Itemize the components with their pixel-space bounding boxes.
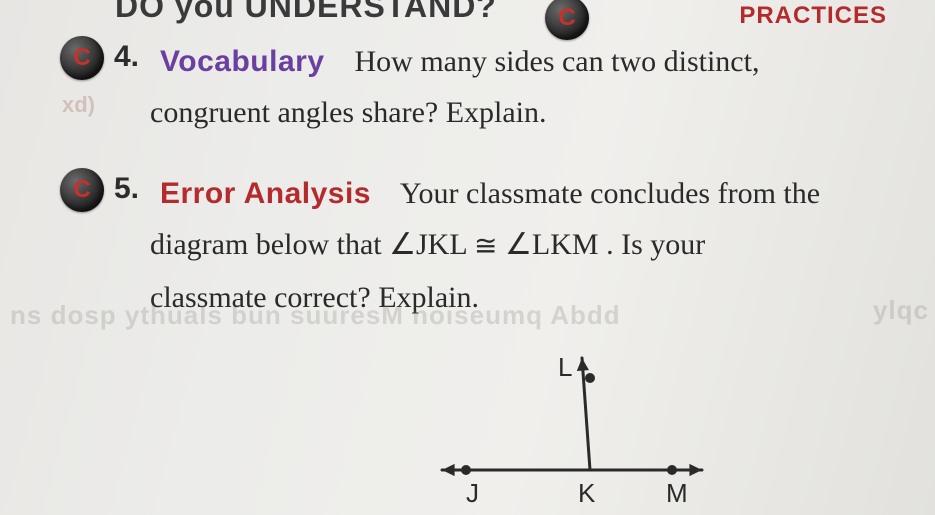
q5-line1: Error Analysis Your classmate concludes …: [160, 172, 820, 216]
congruent-symbol: ≅: [474, 231, 497, 262]
question-4: C 4. Vocabulary How many sides can two d…: [60, 40, 895, 137]
header-row: DO you UNDERSTAND? C PRACTICES: [0, 0, 935, 36]
header-practices: PRACTICES: [739, 2, 887, 30]
q5-angle-lkm: ∠LKM: [505, 228, 599, 261]
label-J: J: [466, 478, 479, 509]
header-badge: C: [545, 0, 589, 40]
q4-line2: congruent angles share? Explain.: [150, 90, 895, 137]
q5-text-2a: diagram below that: [150, 228, 389, 261]
q4-badge-letter: C: [73, 44, 90, 72]
q4-title: Vocabulary: [160, 45, 325, 78]
angle-diagram: L J K M: [430, 350, 710, 510]
q5-text-2b: . Is your: [606, 228, 705, 261]
header-badge-letter: C: [558, 4, 575, 32]
q5-badge-letter: C: [73, 176, 90, 204]
q4-number: 4.: [114, 40, 148, 74]
q4-header-row: C 4. Vocabulary How many sides can two d…: [60, 40, 895, 84]
label-L: L: [558, 352, 572, 383]
header-title: DO you UNDERSTAND?: [115, 0, 497, 25]
q4-line1: Vocabulary How many sides can two distin…: [160, 40, 759, 84]
q5-line3: classmate correct? Explain.: [150, 275, 895, 322]
q5-angle-jkl: ∠JKL: [389, 228, 466, 261]
label-K: K: [578, 478, 595, 509]
q4-badge: C: [60, 36, 104, 80]
label-M: M: [666, 478, 688, 509]
q5-header-row: C 5. Error Analysis Your classmate concl…: [60, 172, 895, 216]
question-5: C 5. Error Analysis Your classmate concl…: [60, 172, 895, 321]
q5-title: Error Analysis: [160, 177, 371, 210]
q5-number: 5.: [114, 172, 148, 206]
q5-badge: C: [60, 168, 104, 212]
q5-line2: diagram below that ∠JKL ≅ ∠LKM . Is your: [150, 222, 895, 269]
q4-text-1: How many sides can two distinct,: [355, 45, 760, 78]
page: DO you UNDERSTAND? C PRACTICES xd) C 4. …: [0, 0, 935, 515]
q5-text-1: Your classmate concludes from the: [400, 177, 820, 210]
